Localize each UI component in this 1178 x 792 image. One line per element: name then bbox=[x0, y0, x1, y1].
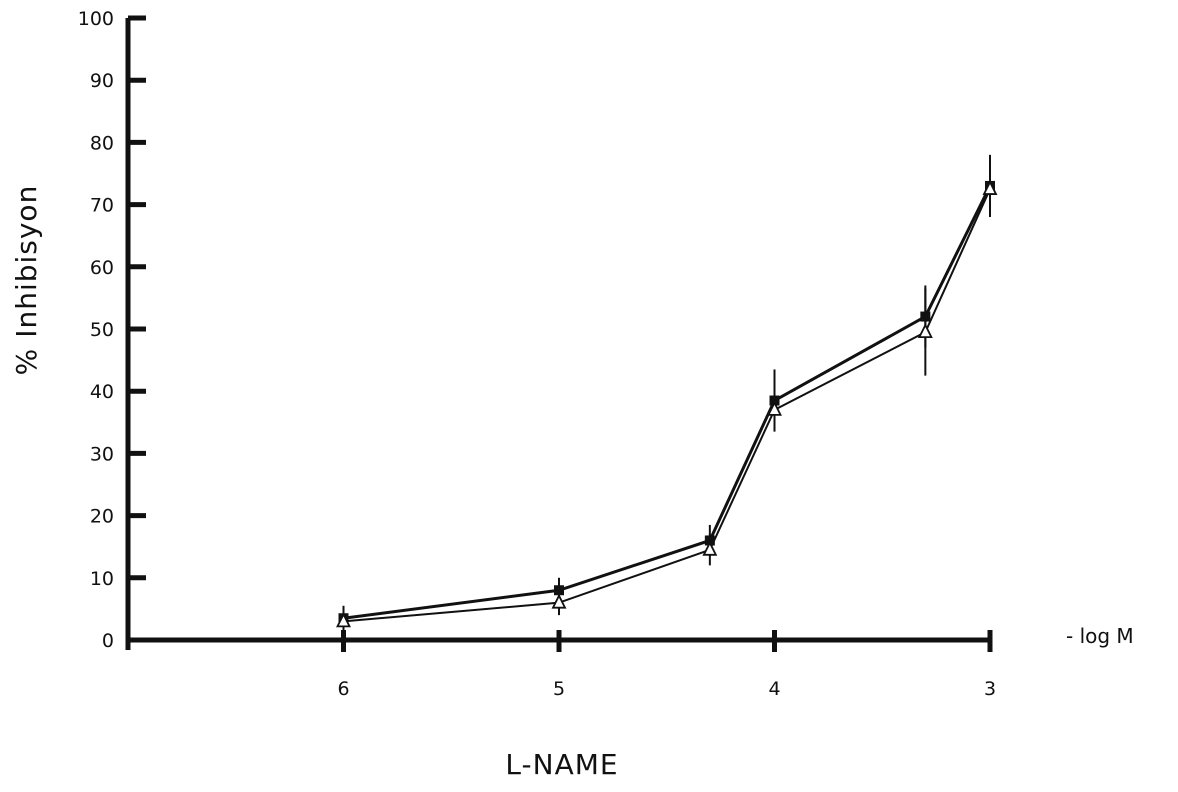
data-point-triangle bbox=[336, 612, 351, 628]
y-tick-label: 80 bbox=[90, 132, 114, 154]
data-point-triangle bbox=[702, 540, 718, 556]
x-tick-label: 3 bbox=[984, 678, 996, 700]
y-tick-label: 40 bbox=[90, 381, 114, 403]
data-point-triangle bbox=[982, 180, 998, 195]
x-tick-label: 5 bbox=[553, 678, 565, 700]
series-group bbox=[336, 154, 998, 634]
y-tick-label: 90 bbox=[90, 70, 114, 92]
series-1 bbox=[338, 154, 995, 631]
data-point-triangle bbox=[551, 593, 567, 609]
y-tick-label: 0 bbox=[102, 630, 114, 652]
y-tick-label: 70 bbox=[90, 195, 114, 217]
series-line bbox=[343, 188, 991, 623]
y-tick-label: 60 bbox=[90, 257, 114, 279]
series-line bbox=[343, 185, 992, 620]
y-tick-label: 30 bbox=[90, 443, 114, 465]
x-axis-unit-label: - log M bbox=[1066, 624, 1134, 648]
y-axis: 0 10 20 30 40 50 60 70 80 90 100 bbox=[78, 8, 146, 652]
x-tick-label: 6 bbox=[337, 678, 349, 700]
data-point-triangle bbox=[917, 323, 933, 339]
y-tick-label: 100 bbox=[78, 8, 114, 30]
y-tick-label: 20 bbox=[90, 506, 114, 528]
x-axis: 6 5 4 3 bbox=[125, 630, 996, 700]
data-point-triangle bbox=[767, 400, 782, 416]
x-axis-label: L-NAME bbox=[505, 748, 618, 781]
y-axis-label: % Inhibisyon bbox=[10, 185, 43, 376]
y-tick-label: 50 bbox=[90, 319, 114, 341]
x-tick-label: 4 bbox=[768, 678, 780, 700]
series-2 bbox=[336, 170, 998, 634]
y-tick-label: 10 bbox=[90, 568, 114, 590]
